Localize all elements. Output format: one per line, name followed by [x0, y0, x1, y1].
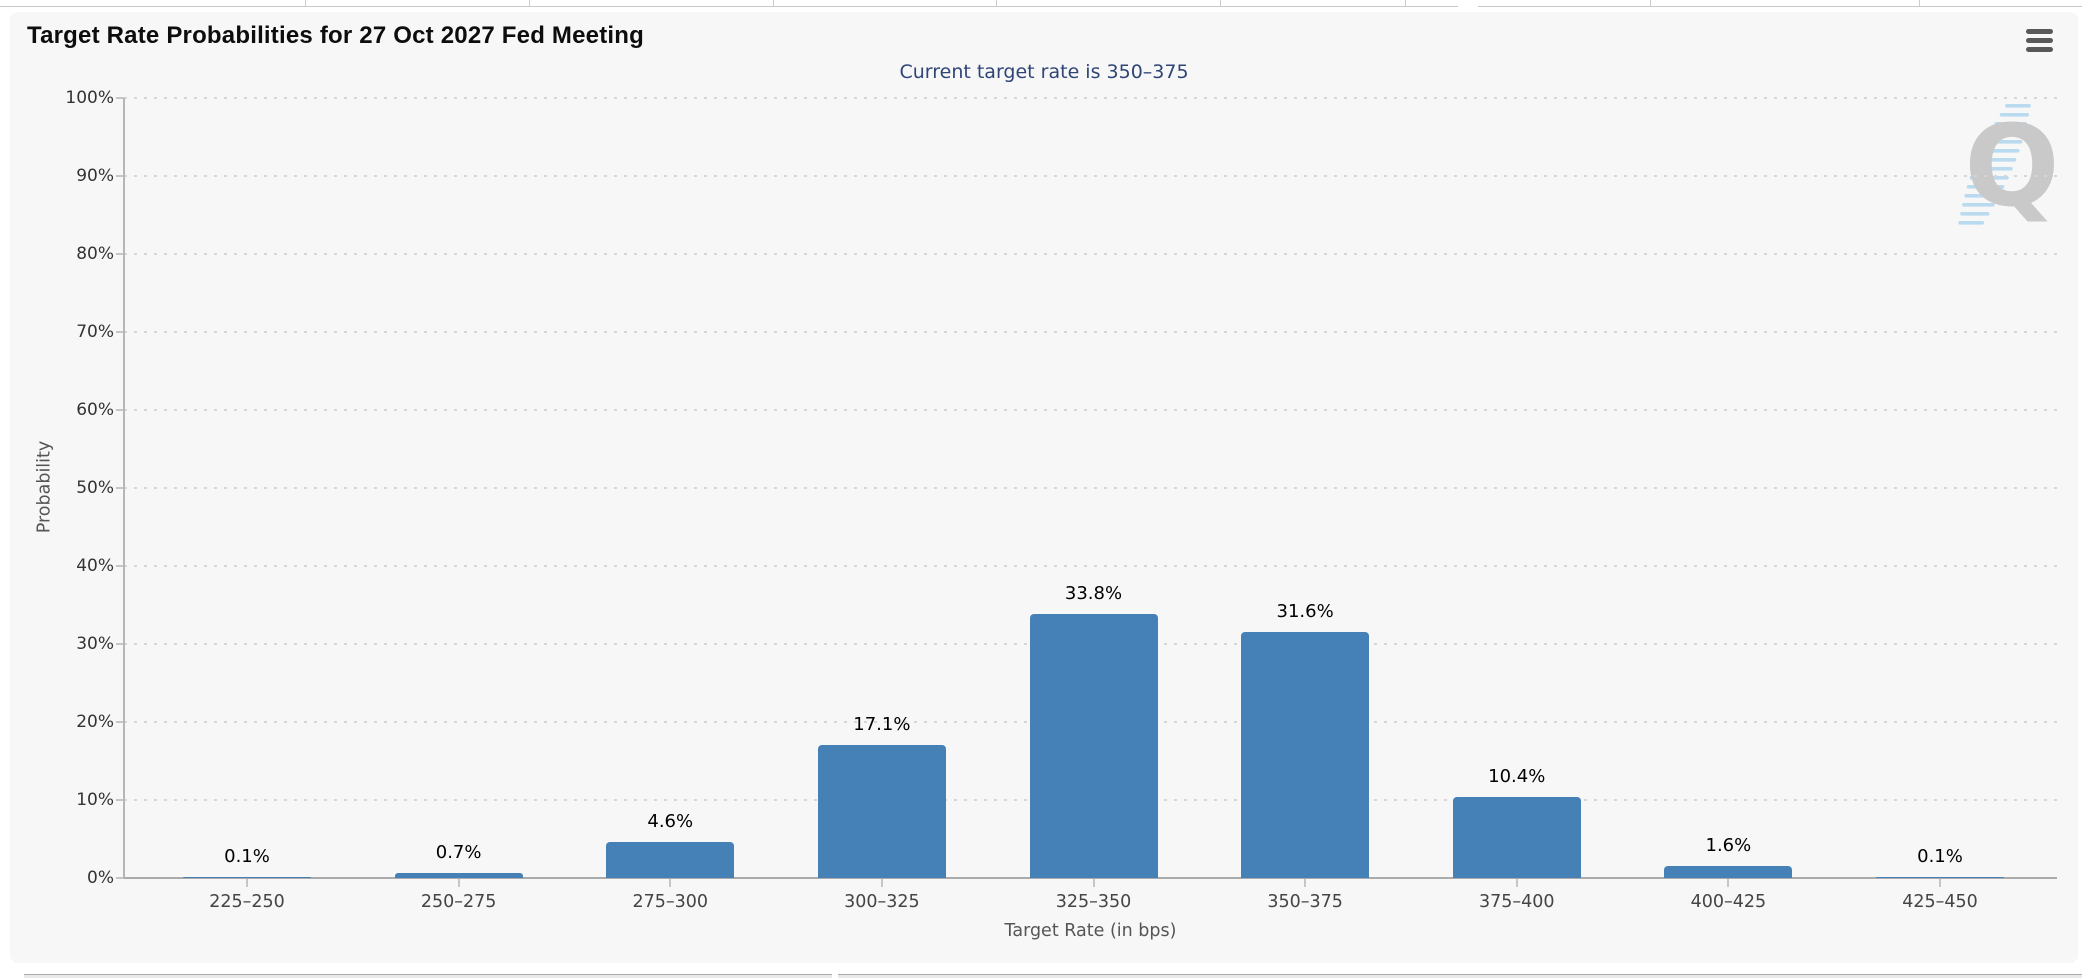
bar-value-label: 17.1%	[853, 713, 911, 735]
x-tick-label: 350–375	[1267, 892, 1343, 912]
y-gridline	[124, 175, 2057, 177]
x-tick-label: 325–350	[1055, 892, 1132, 912]
cell-divider	[1220, 0, 1221, 6]
bar-value-label: 0.1%	[224, 846, 270, 867]
x-axis-tick	[1515, 879, 1518, 887]
cropped-table-row-bottom-left	[24, 974, 832, 978]
cell-divider	[1405, 0, 1406, 6]
y-tick-label: 30%	[76, 634, 114, 654]
y-gridline	[124, 253, 2057, 255]
y-tick-label: 100%	[65, 88, 114, 108]
cropped-table-row-right	[1478, 0, 2082, 7]
bar-400–425[interactable]	[1664, 865, 1793, 878]
x-tick-label: 300–325	[844, 892, 920, 912]
x-axis-tick	[669, 879, 672, 887]
hamburger-bar	[2025, 37, 2053, 43]
y-axis-line	[123, 98, 125, 878]
y-axis-tick	[116, 175, 124, 177]
y-tick-label: 10%	[76, 790, 114, 810]
bar-250–275[interactable]	[394, 872, 523, 878]
y-axis-tick	[116, 331, 124, 333]
bar-value-label: 31.6%	[1276, 600, 1334, 622]
cell-divider	[996, 0, 997, 6]
bar-value-label: 4.6%	[647, 811, 694, 833]
y-tick-label: 0%	[87, 868, 114, 888]
x-axis-tick	[246, 879, 248, 887]
bar-300–325[interactable]	[817, 744, 946, 878]
x-axis-title: Target Rate (in bps)	[1004, 921, 1177, 941]
y-axis-tick	[116, 721, 124, 723]
bar-value-label: 33.8%	[1064, 583, 1123, 605]
y-tick-label: 70%	[76, 322, 114, 342]
y-axis-title: Probability	[34, 440, 55, 534]
x-axis-line	[124, 877, 2057, 879]
y-axis-tick	[116, 565, 124, 567]
x-tick-label: 225–250	[209, 892, 285, 912]
cell-divider	[1919, 0, 1920, 6]
x-tick-label: 400–425	[1690, 892, 1767, 912]
bar-375–400[interactable]	[1452, 796, 1581, 878]
y-axis-tick	[116, 409, 124, 411]
x-axis-tick	[1727, 879, 1730, 887]
y-tick-label: 20%	[76, 712, 114, 732]
x-tick-label: 250–275	[420, 892, 497, 912]
bar-225–250[interactable]	[183, 877, 311, 878]
y-gridline	[124, 97, 2057, 99]
y-tick-label: 80%	[76, 244, 114, 264]
cell-divider	[1650, 0, 1651, 6]
x-axis-tick	[1304, 879, 1307, 887]
y-axis-tick	[116, 253, 124, 255]
cell-divider	[529, 0, 530, 6]
bar-value-label: 0.7%	[435, 841, 482, 863]
x-axis-tick	[880, 879, 883, 887]
y-tick-label: 90%	[76, 166, 114, 186]
y-axis-tick	[116, 643, 124, 645]
y-gridline	[124, 565, 2057, 567]
x-tick-label: 375–400	[1478, 892, 1555, 912]
y-tick-label: 60%	[76, 400, 114, 420]
y-gridline	[124, 487, 2057, 489]
cropped-table-row-left	[0, 0, 1458, 7]
hamburger-menu-icon[interactable]	[2017, 22, 2061, 58]
y-tick-label: 50%	[76, 478, 114, 498]
cell-divider	[773, 0, 774, 6]
chart-subtitle: Current target rate is 350–375	[899, 61, 1189, 83]
bar-value-label: 1.6%	[1705, 834, 1752, 856]
x-axis-tick	[457, 879, 460, 887]
y-axis-tick	[116, 877, 124, 879]
quikstrike-watermark: Q	[1938, 92, 2068, 242]
y-axis-tick	[116, 799, 124, 801]
y-axis-tick	[116, 97, 124, 99]
x-tick-label: 275–300	[632, 892, 709, 912]
bar-value-label: 0.1%	[1917, 846, 1963, 867]
y-tick-label: 40%	[76, 556, 114, 576]
bar-325–350[interactable]	[1029, 614, 1158, 878]
chart-title: Target Rate Probabilities for 27 Oct 202…	[27, 22, 644, 49]
bar-value-label: 10.4%	[1488, 765, 1546, 787]
watermark-q-letter: Q	[1964, 102, 2060, 232]
bar-275–300[interactable]	[606, 842, 735, 878]
hamburger-bar	[2025, 46, 2053, 52]
y-gridline	[124, 409, 2057, 411]
y-gridline	[124, 331, 2057, 333]
x-tick-label: 425–450	[1902, 892, 1978, 912]
bar-425–450[interactable]	[1876, 877, 2004, 878]
y-axis-tick	[116, 487, 124, 489]
x-axis-tick	[1092, 879, 1095, 887]
cell-divider	[305, 0, 306, 6]
x-axis-tick	[1939, 879, 1941, 887]
hamburger-bar	[2025, 28, 2053, 34]
cropped-table-row-bottom-right	[838, 974, 2082, 978]
bar-350–375[interactable]	[1241, 631, 1370, 878]
